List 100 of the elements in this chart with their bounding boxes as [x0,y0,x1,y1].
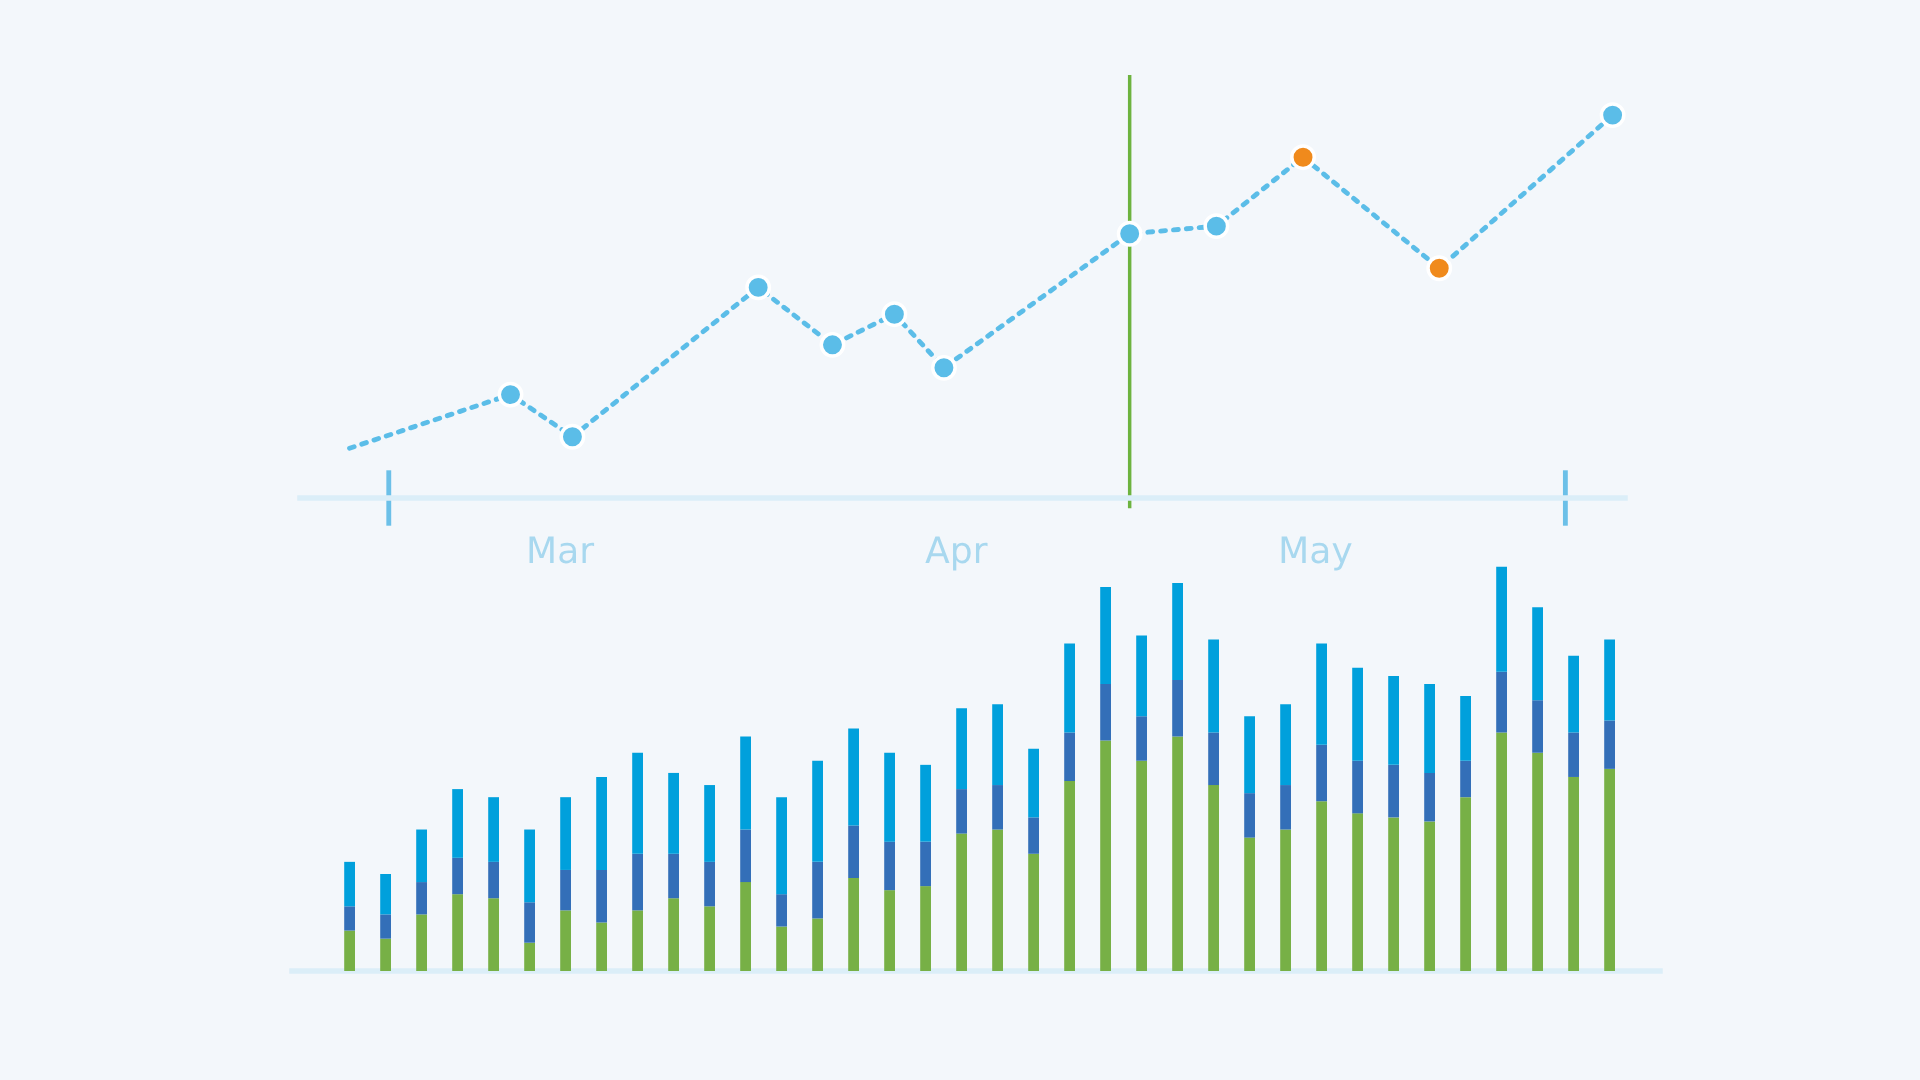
bar [884,890,895,971]
x-tick-label: Apr [925,536,988,571]
bar [1388,817,1399,971]
bar [704,785,715,862]
bar [1100,740,1111,971]
bar [452,789,463,858]
bar [956,708,967,790]
bar [1568,655,1579,733]
bar [1028,817,1039,854]
bar [992,785,1003,830]
bar [1280,704,1291,786]
point [1426,255,1453,282]
bar [560,869,571,911]
bar [740,829,751,883]
bar [1388,675,1399,765]
bar [920,764,931,842]
bar [812,760,823,862]
bar [560,797,571,870]
bar [524,829,535,903]
bar [1280,785,1291,830]
bar [1316,744,1327,802]
bar [1604,639,1615,721]
point [930,354,957,381]
bar [1568,732,1579,777]
bar [992,704,1003,786]
bar [416,882,427,915]
bar [920,886,931,971]
bar [848,878,859,971]
bar [956,833,967,971]
point [1116,220,1143,247]
bar [1208,639,1219,733]
bar [1172,679,1183,737]
point [1599,102,1626,129]
bar [668,772,679,854]
point [497,381,524,408]
bar [884,752,895,842]
bar [1604,768,1615,971]
bar [416,829,427,883]
bar [812,861,823,919]
bar [1244,837,1255,971]
bar [380,938,391,971]
bar [416,914,427,971]
bar [1424,821,1435,971]
bar [776,797,787,895]
bar [1100,684,1111,741]
bar [848,825,859,879]
bar [1172,736,1183,971]
bar [452,857,463,895]
bar [344,930,355,971]
bar [1136,635,1147,717]
bar [1316,643,1327,745]
bar [1424,772,1435,822]
bar [740,882,751,971]
bar [488,861,499,899]
bar [632,910,643,971]
bar [488,898,499,971]
bar [1280,829,1291,971]
bar [380,873,391,915]
bar [1532,752,1543,971]
bar [704,861,715,907]
bar [1064,732,1075,782]
bar [1460,797,1471,971]
bar [1424,684,1435,773]
x-tick-label: Mar [529,536,595,564]
point [881,301,908,328]
x-tick-label: May [1281,536,1352,571]
bar [920,841,931,887]
bar [524,902,535,943]
bar [1496,732,1507,971]
bar [1064,781,1075,971]
bar [776,894,787,927]
bar [1100,586,1111,684]
point [1203,213,1230,240]
point [819,331,846,358]
bar [380,914,391,939]
bar [992,829,1003,971]
bar [1172,582,1183,680]
bar [1496,566,1507,672]
bar [1316,801,1327,971]
bar [1532,607,1543,701]
bar [1028,853,1039,971]
bar [1496,671,1507,733]
bar [560,910,571,971]
bar [956,789,967,834]
bar [1568,776,1579,971]
point [745,274,772,301]
bar [1604,720,1615,769]
bar [668,898,679,971]
bar [596,869,607,923]
bar [488,797,499,862]
bar [776,926,787,971]
bar [344,861,355,907]
bar [1028,748,1039,818]
point [559,423,586,450]
bar [668,853,679,899]
bar [452,894,463,971]
bar [596,922,607,971]
bar [1352,667,1363,761]
bar [344,906,355,931]
bar [1460,696,1471,761]
